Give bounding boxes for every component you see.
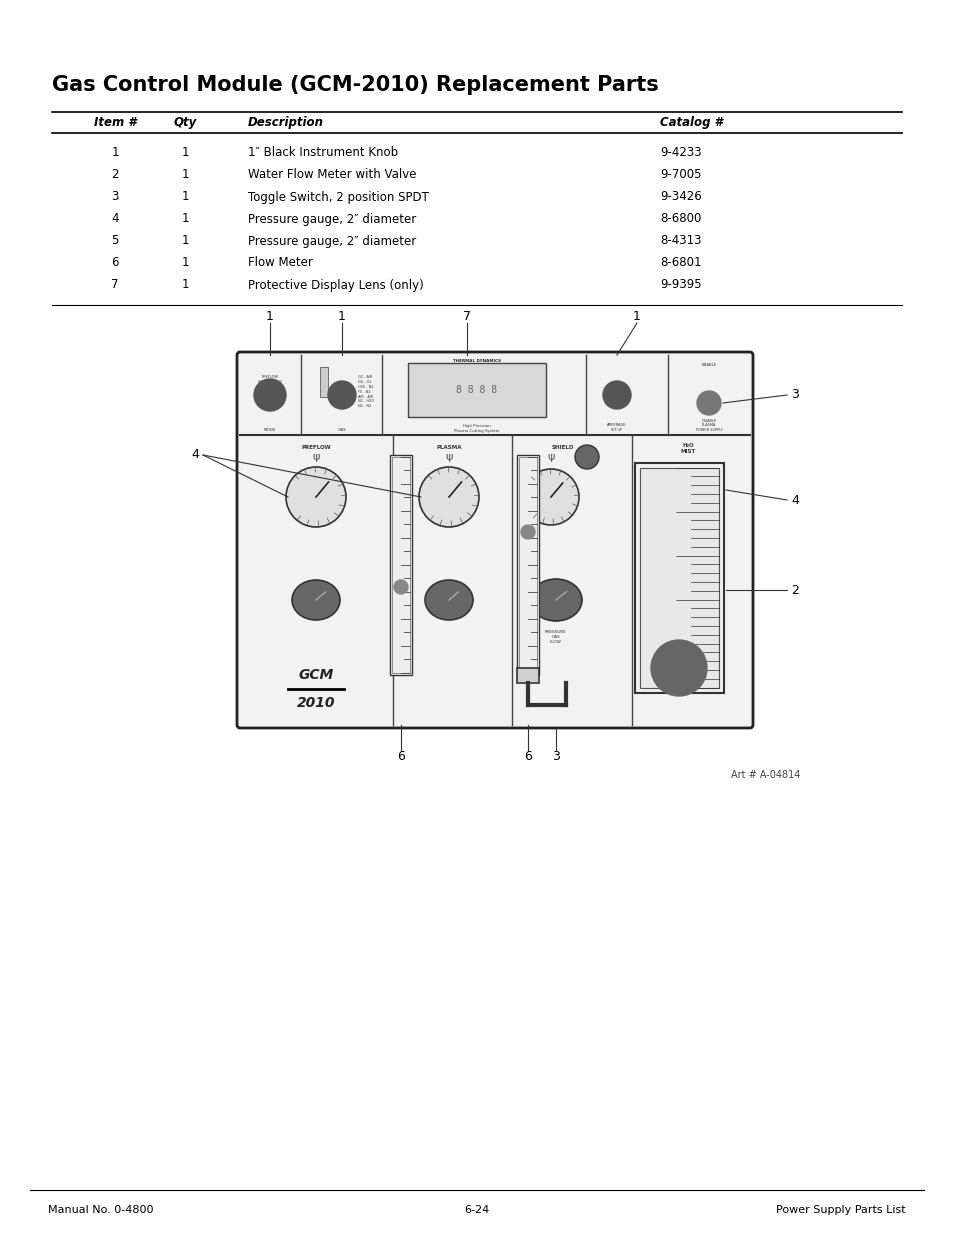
Text: GAS: GAS [337,429,346,432]
Text: 9-7005: 9-7005 [659,168,700,182]
Text: 1: 1 [633,310,640,324]
Text: Pressure gauge, 2″ diameter: Pressure gauge, 2″ diameter [248,212,416,226]
Text: Item #: Item # [93,116,136,128]
Text: 7: 7 [112,279,118,291]
Bar [518,457,537,673]
Text: GCM: GCM [298,668,334,682]
Circle shape [697,391,720,415]
Text: 8-6801: 8-6801 [659,257,700,269]
Text: 4: 4 [790,494,798,506]
Text: 1: 1 [337,310,346,324]
Text: 1: 1 [181,190,189,204]
Text: 1: 1 [181,168,189,182]
Bar [517,668,538,683]
Text: 9-9395: 9-9395 [659,279,700,291]
Text: 1″ Black Instrument Knob: 1″ Black Instrument Knob [248,147,397,159]
Bar [635,463,723,693]
Text: 9-4233: 9-4233 [659,147,700,159]
Text: Description: Description [248,116,324,128]
Text: ψ: ψ [547,452,554,462]
Text: 6-24: 6-24 [464,1205,489,1215]
Text: 6: 6 [523,751,532,763]
Text: 1: 1 [181,235,189,247]
Text: 1: 1 [181,279,189,291]
Circle shape [253,379,286,411]
Text: SHIELD: SHIELD [551,445,574,450]
Text: 6: 6 [396,751,404,763]
Text: FLOW: FLOW [550,640,561,643]
Text: 4: 4 [191,448,199,462]
Circle shape [520,525,535,538]
Text: 1: 1 [112,147,118,159]
Text: Flow Meter: Flow Meter [248,257,313,269]
Text: Gas Control Module (GCM-2010) Replacement Parts: Gas Control Module (GCM-2010) Replacemen… [52,75,659,95]
Text: 3: 3 [552,751,559,763]
Text: Manual No. 0-4800: Manual No. 0-4800 [48,1205,153,1215]
Text: 4: 4 [112,212,118,226]
Text: 1: 1 [181,212,189,226]
Circle shape [522,469,578,525]
Ellipse shape [424,580,473,620]
Text: ENABLE: ENABLE [700,363,716,367]
Circle shape [418,467,478,527]
Text: 9-3426: 9-3426 [659,190,701,204]
Bar [392,457,410,673]
Text: Qty: Qty [173,116,196,128]
Text: Toggle Switch, 2 position SPDT: Toggle Switch, 2 position SPDT [248,190,429,204]
Text: 2: 2 [790,583,798,597]
Text: 8-6800: 8-6800 [659,212,700,226]
Text: 1: 1 [181,147,189,159]
Text: AMPERAGE
SET-UP: AMPERAGE SET-UP [607,424,626,432]
FancyBboxPatch shape [236,352,752,727]
Text: PREFLOW: PREFLOW [301,445,331,450]
Bar [319,367,328,396]
Text: Pressure gauge, 2″ diameter: Pressure gauge, 2″ diameter [248,235,416,247]
Bar [408,363,545,417]
Circle shape [286,467,346,527]
Text: 8-4313: 8-4313 [659,235,700,247]
Text: 6: 6 [112,257,118,269]
Text: MODE: MODE [263,429,276,432]
Text: ψ: ψ [445,452,453,462]
Text: Catalog #: Catalog # [659,116,722,128]
Circle shape [328,382,355,409]
Text: 1: 1 [266,310,274,324]
Text: 3: 3 [112,190,118,204]
Ellipse shape [530,579,581,621]
Text: PREFLOW
SET/PREFLOW
SET/PLASMA
& SHIELD
TEST: PREFLOW SET/PREFLOW SET/PLASMA & SHIELD … [257,375,282,399]
Text: 7: 7 [462,310,471,324]
Bar [517,454,538,676]
Text: 8 8 8 8: 8 8 8 8 [456,385,497,395]
Text: Art # A-04814: Art # A-04814 [730,769,800,781]
Circle shape [575,445,598,469]
Text: 5: 5 [112,235,118,247]
Text: THERMAL DYNAMICS: THERMAL DYNAMICS [453,359,500,363]
Circle shape [602,382,630,409]
Text: DISABLE
PLASMA
POWER SUPPLY: DISABLE PLASMA POWER SUPPLY [695,419,721,432]
Text: O2 - AIR
O4 - O2
H35 - N2
F5 - N2
AIR - AIR
N2 - H2O
N2 - N2: O2 - AIR O4 - O2 H35 - N2 F5 - N2 AIR - … [357,375,374,409]
Circle shape [394,580,408,594]
Text: 2010: 2010 [296,697,335,710]
Bar [639,468,719,688]
Text: 2: 2 [112,168,118,182]
Text: High Precision
Plasma Cutting System: High Precision Plasma Cutting System [454,425,499,433]
Text: PRESSURE
GAS: PRESSURE GAS [544,630,566,638]
Text: 1: 1 [181,257,189,269]
Bar [390,454,412,676]
Text: Power Supply Parts List: Power Supply Parts List [776,1205,905,1215]
Text: H₂O
MIST: H₂O MIST [679,443,695,453]
Text: Protective Display Lens (only): Protective Display Lens (only) [248,279,423,291]
Circle shape [650,640,706,697]
Text: Water Flow Meter with Valve: Water Flow Meter with Valve [248,168,416,182]
Text: PLASMA: PLASMA [436,445,461,450]
Text: 3: 3 [790,389,798,401]
Text: ψ: ψ [312,452,319,462]
Ellipse shape [292,580,339,620]
